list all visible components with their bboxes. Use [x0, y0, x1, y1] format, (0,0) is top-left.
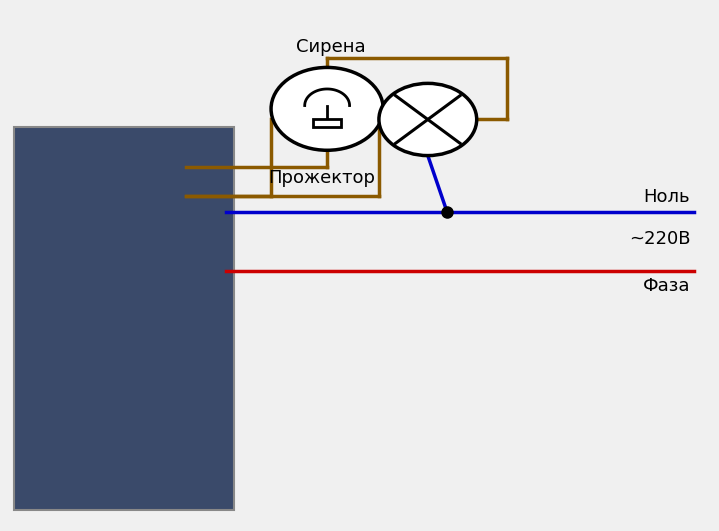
Text: Фаза: Фаза: [643, 277, 690, 295]
Text: Сирена: Сирена: [296, 38, 365, 56]
Text: Прожектор: Прожектор: [268, 169, 375, 187]
Circle shape: [271, 67, 383, 150]
FancyBboxPatch shape: [14, 127, 234, 510]
Bar: [313, 119, 341, 127]
Circle shape: [379, 83, 477, 156]
Text: ~220В: ~220В: [628, 230, 690, 248]
Text: Ноль: Ноль: [644, 188, 690, 206]
